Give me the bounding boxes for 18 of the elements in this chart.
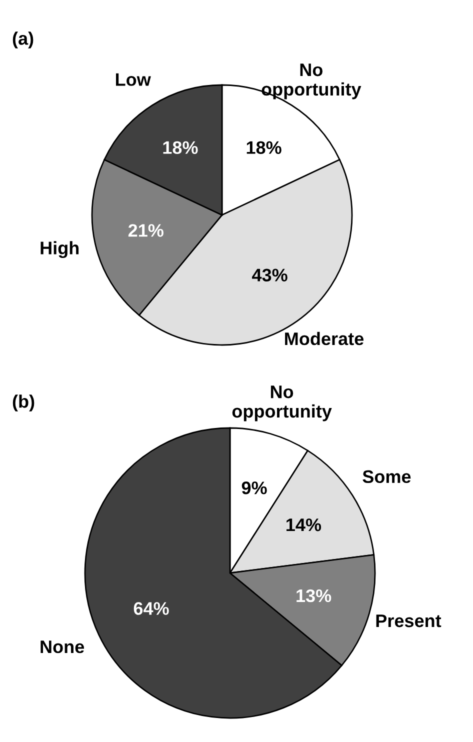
data-label: 13% [296, 589, 332, 602]
slice-label: Present [376, 614, 442, 628]
slice-label: Moderate [285, 332, 364, 346]
data-label: 9% [242, 482, 267, 494]
data-label: 18% [246, 141, 282, 154]
slice-label: Some [362, 470, 411, 484]
slice-label: Low [116, 73, 151, 86]
slice-label: High [40, 241, 79, 258]
slice-label: No opportunity [262, 64, 362, 100]
chart-title: (b) [12, 394, 34, 412]
data-label: 64% [134, 602, 169, 615]
slice-label: None [40, 640, 84, 654]
chart-title: (a) [12, 32, 34, 48]
data-label: 14% [286, 518, 322, 532]
data-label: 43% [252, 268, 288, 282]
data-label: 21% [128, 224, 164, 237]
slice-label: No opportunity [232, 386, 332, 422]
data-label: 18% [163, 141, 198, 154]
